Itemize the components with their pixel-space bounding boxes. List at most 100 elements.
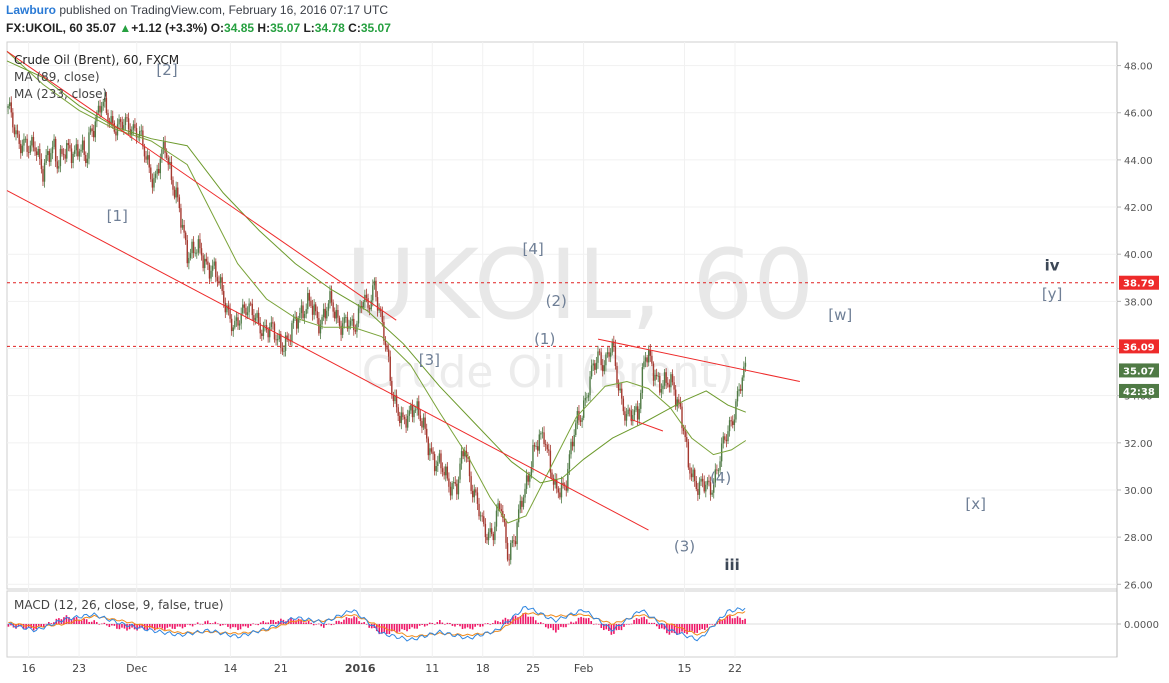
candle-body: [330, 291, 333, 303]
macd-hist-bar: [514, 615, 517, 624]
candle-body: [638, 408, 640, 420]
candle-body: [156, 168, 158, 174]
x-tick-label: 15: [678, 662, 692, 675]
macd-hist-bar: [638, 618, 640, 624]
candle-body: [91, 128, 93, 131]
candle-body: [223, 291, 225, 303]
candle-body: [609, 352, 612, 357]
macd-hist-bar: [22, 624, 25, 630]
candle-body: [568, 454, 571, 469]
x-tick-label: 14: [223, 662, 237, 675]
candle-body: [684, 430, 686, 438]
y-tick-label: 38.00: [1124, 297, 1153, 308]
candle-body: [698, 481, 701, 495]
candle-body: [31, 136, 33, 146]
candle-body: [537, 446, 539, 451]
macd-hist-bar: [267, 622, 270, 624]
candle-body: [62, 153, 65, 155]
macd-hist-bar: [259, 622, 262, 624]
candle-body: [487, 532, 490, 541]
candle-body: [180, 208, 182, 228]
macd-hist-bar: [433, 624, 436, 625]
macd-hist-bar: [524, 613, 527, 624]
macd-hist-bar: [565, 624, 567, 628]
macd-hist-bar: [277, 620, 280, 624]
macd-hist-bar: [151, 624, 154, 629]
candle-body: [321, 317, 323, 325]
candle-body: [575, 423, 577, 435]
macd-hist-bar: [439, 620, 441, 624]
macd-hist-bar: [237, 624, 239, 631]
candle-body: [335, 309, 338, 319]
candle-body: [13, 127, 16, 135]
candle-body: [414, 409, 417, 411]
candle-body: [741, 377, 743, 391]
macd-hist-bar: [252, 623, 254, 625]
candle-body: [32, 136, 35, 148]
candle-body: [735, 401, 737, 420]
macd-hist-bar: [711, 624, 714, 625]
candle-body: [730, 420, 732, 422]
candle-body: [603, 365, 606, 372]
candle-body: [127, 118, 130, 130]
candle-body: [667, 382, 669, 385]
candle-body: [375, 280, 377, 298]
candle-body: [70, 148, 73, 163]
candle-body: [429, 448, 431, 456]
candle-body: [126, 117, 128, 119]
macd-hist-bar: [527, 616, 529, 624]
candle-body: [497, 503, 499, 511]
candle-body: [662, 385, 664, 390]
macd-hist-bar: [191, 624, 194, 627]
candle-body: [573, 434, 575, 447]
wave-label: [3]: [419, 351, 440, 369]
candle-body: [681, 406, 683, 429]
candle-body: [86, 158, 89, 164]
candle-body: [164, 141, 166, 153]
candle-body: [476, 492, 479, 504]
x-tick-label: 18: [476, 662, 490, 675]
candle-body: [23, 138, 25, 146]
macd-hist-bar: [474, 624, 476, 627]
macd-hist-bar: [305, 622, 307, 624]
candle-body: [302, 305, 304, 318]
candle-body: [327, 303, 330, 311]
author-name[interactable]: Lawburo: [6, 3, 56, 17]
candle-body: [20, 143, 22, 154]
candle-body: [495, 510, 498, 527]
candle-body: [73, 150, 76, 154]
macd-hist-bar: [353, 616, 355, 624]
candle-body: [544, 444, 547, 445]
candle-body: [367, 298, 369, 308]
candle-body: [107, 113, 109, 122]
candle-body: [232, 327, 234, 332]
candle-body: [441, 468, 444, 472]
candle-body: [446, 466, 449, 479]
candle-body: [576, 411, 579, 424]
macd-hist-bar: [686, 624, 688, 635]
candle-body: [272, 322, 274, 324]
candle-body: [483, 516, 485, 524]
macd-hist-bar: [214, 621, 217, 624]
y-tick-label: 42.00: [1124, 203, 1153, 214]
candle-body: [641, 367, 644, 393]
macd-hist-bar: [232, 624, 234, 628]
candle-body: [530, 467, 533, 476]
macd-hist-bar: [706, 624, 709, 628]
candle-body: [519, 500, 521, 510]
candle-body: [315, 304, 317, 312]
candle-body: [521, 500, 523, 507]
macd-hist-bar: [555, 624, 557, 633]
macd-hist-bar: [345, 617, 348, 624]
candle-body: [248, 303, 250, 313]
candle-body: [316, 311, 318, 319]
y-tick-label: 48.00: [1124, 62, 1153, 73]
candle-body: [403, 417, 406, 419]
candle-body: [510, 543, 512, 560]
candle-body: [437, 461, 439, 467]
macd-hist-bar: [668, 624, 671, 635]
macd-hist-bar: [118, 624, 121, 630]
candle-body: [532, 445, 534, 468]
macd-hist-bar: [597, 624, 600, 625]
